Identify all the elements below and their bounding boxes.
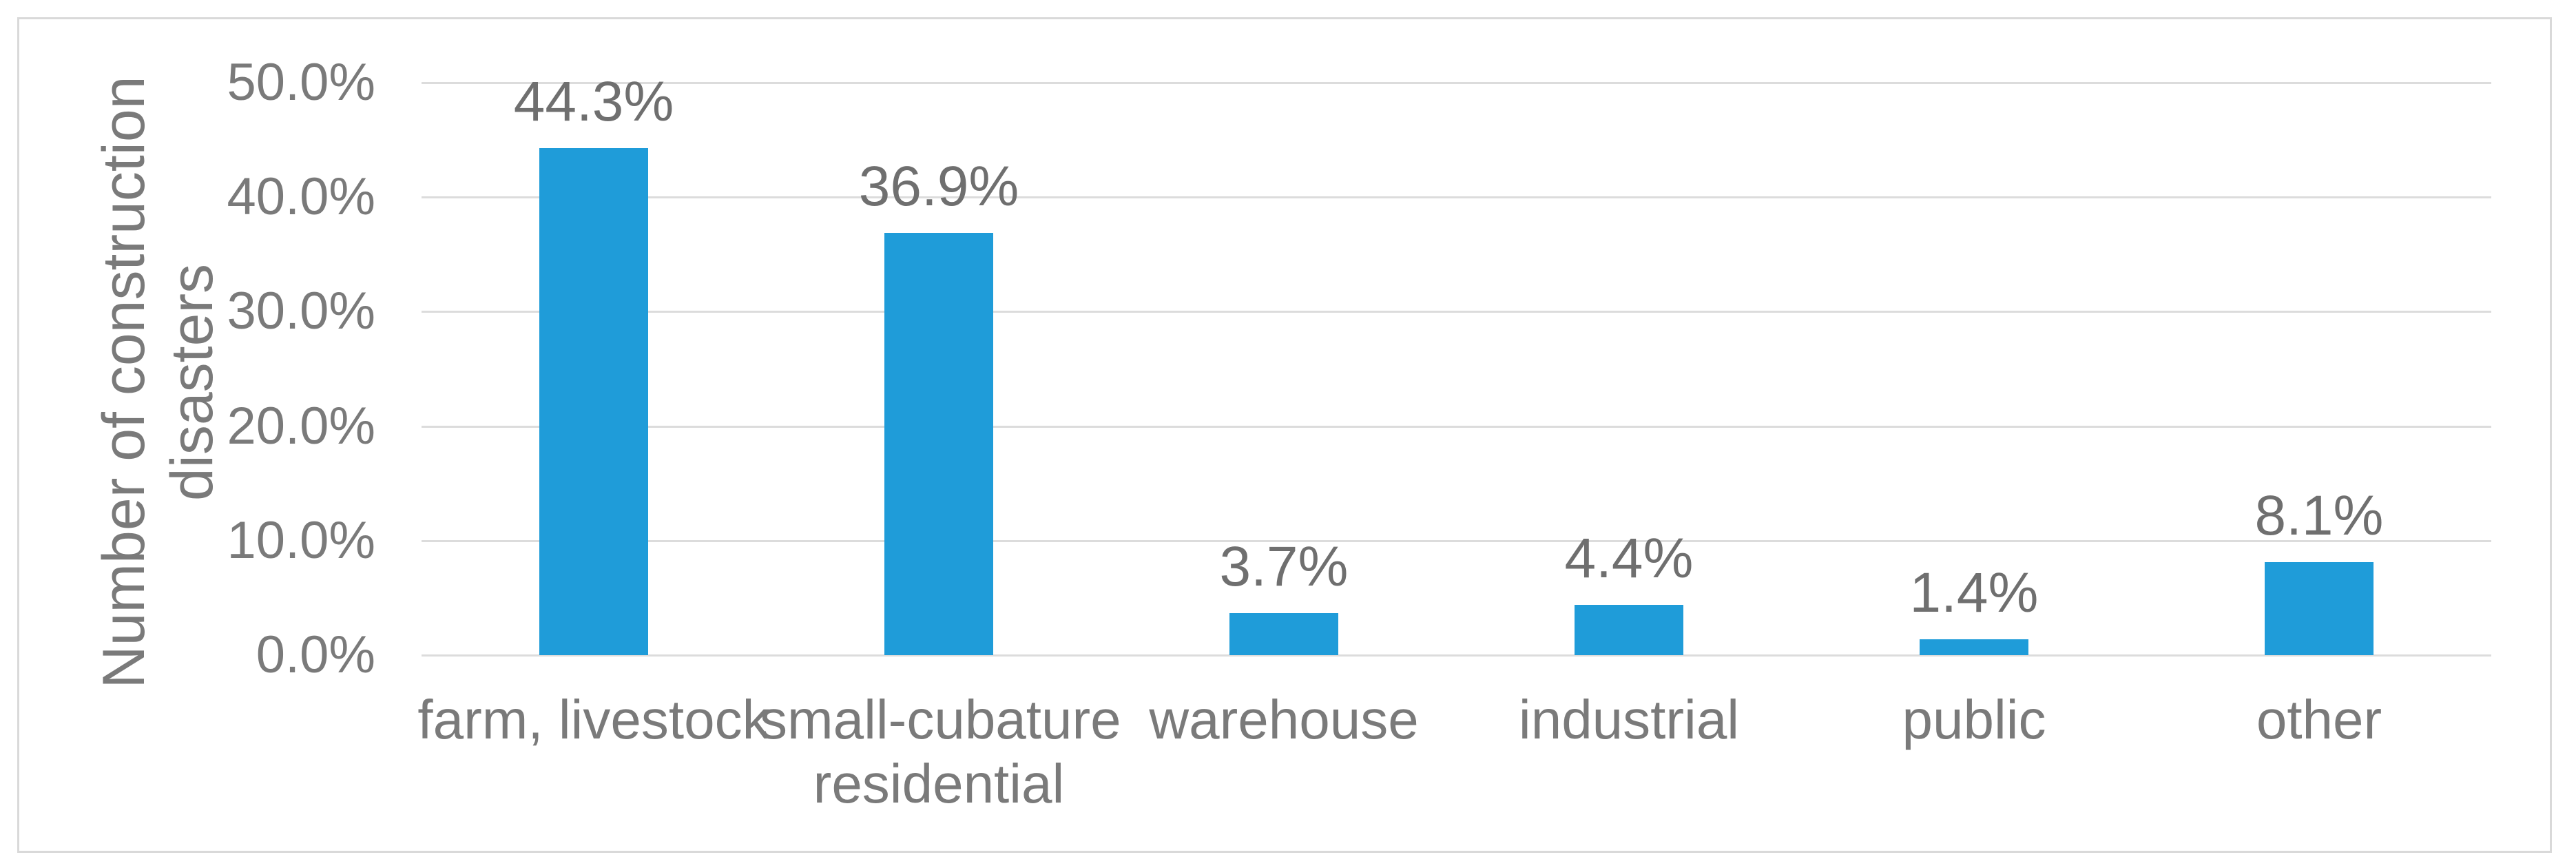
y-tick-label: 30.0% [227,282,376,340]
x-category-label: public [1902,689,2046,750]
y-tick-label: 50.0% [227,53,376,112]
bar-industrial [1575,605,1683,655]
y-tick-label: 20.0% [227,397,376,455]
x-category-label: industrial [1518,689,1740,750]
x-category-label: warehouse [1149,689,1419,750]
y-tick-label: 40.0% [227,167,376,226]
gridline [422,540,2491,542]
bar-farm-livestock [539,148,648,655]
x-category-label: other [2256,689,2382,750]
bar-warehouse [1229,613,1338,655]
plot-area: 44.3% 36.9% 3.7% 4.4% 1.4% 8.1% [422,70,2491,657]
bar-other [2265,562,2374,655]
x-category-label: small-cubature residential [760,689,1121,814]
data-label: 4.4% [1564,526,1694,590]
gridline [422,426,2491,428]
data-label: 3.7% [1219,535,1349,598]
y-tick-label: 10.0% [227,511,376,570]
x-category-label: farm, livestock [417,689,770,750]
data-label: 44.3% [513,70,674,133]
gridline [422,82,2491,84]
data-label: 36.9% [858,154,1019,218]
data-label: 1.4% [1909,561,2039,624]
gridline [422,196,2491,198]
y-tick-label: 0.0% [256,626,375,684]
chart-frame: Number of construction disasters 44.3% 36… [17,17,2552,853]
gridline [422,311,2491,313]
data-label: 8.1% [2254,484,2384,547]
gridline [422,654,2491,657]
bar-small-cubature-residential [884,233,993,655]
bar-public [1920,639,2028,655]
